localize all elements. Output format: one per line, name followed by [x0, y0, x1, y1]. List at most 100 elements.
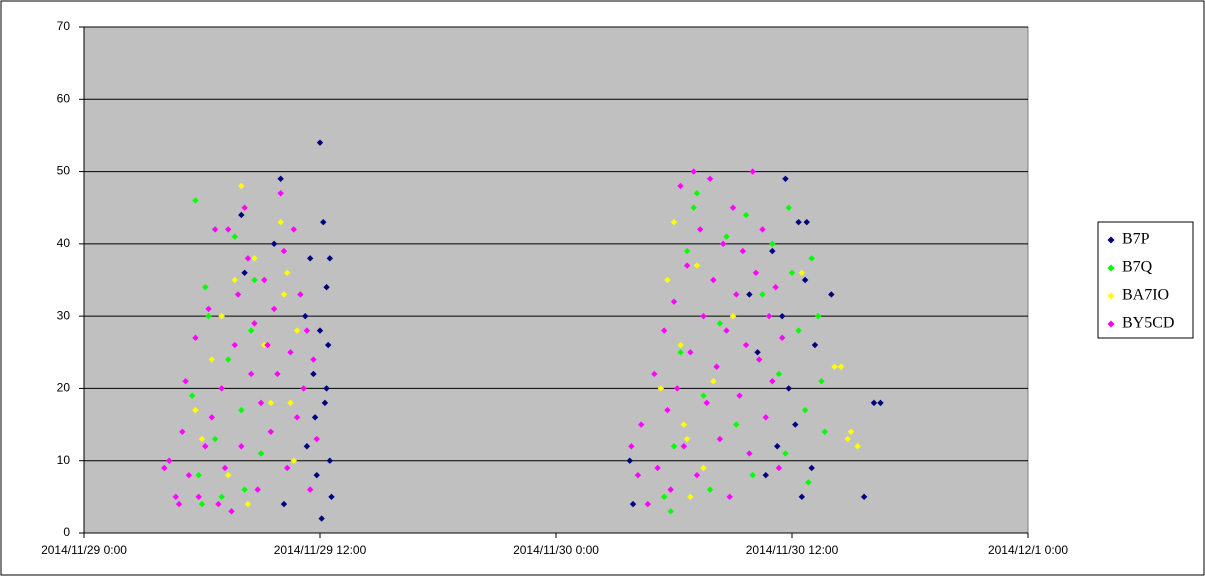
point: [815, 312, 822, 320]
point: [195, 493, 202, 501]
point: [302, 312, 309, 320]
point: [280, 500, 288, 508]
point: [320, 218, 327, 226]
point: [238, 211, 245, 219]
point: [664, 276, 671, 284]
point: [677, 349, 684, 356]
point: [723, 233, 730, 240]
point: [267, 428, 275, 435]
point: [798, 493, 806, 501]
point: [238, 182, 245, 190]
point: [218, 312, 225, 320]
point: [657, 385, 665, 392]
point: [785, 385, 792, 392]
point: [297, 291, 304, 298]
point: [161, 464, 168, 472]
point: [284, 269, 291, 276]
legend-label: B7P: [1122, 231, 1150, 248]
point: [313, 435, 320, 443]
point: [198, 500, 206, 508]
point: [670, 218, 678, 226]
axes: 0 10 20 30 40 50 60 70 2014/11/29 0:00 2014/11/29…: [41, 19, 1068, 557]
x-tick-label: 2014/12/1 0:00: [988, 543, 1068, 557]
point: [877, 399, 884, 407]
point: [192, 406, 199, 414]
point: [326, 255, 334, 262]
point: [660, 493, 668, 501]
point: [713, 363, 720, 370]
y-tick-label: 60: [57, 91, 71, 105]
point: [693, 471, 701, 479]
point: [166, 457, 173, 464]
point: [710, 276, 717, 284]
point: [218, 493, 225, 501]
point: [231, 276, 238, 284]
point: [626, 457, 633, 464]
point: [651, 370, 658, 378]
point: [667, 486, 674, 493]
point: [795, 218, 802, 226]
point: [306, 255, 314, 262]
point: [241, 486, 248, 493]
point: [774, 443, 781, 450]
point: [733, 291, 740, 298]
point: [778, 334, 786, 342]
point: [854, 443, 861, 450]
point: [303, 443, 311, 450]
point: [629, 500, 637, 508]
point: [762, 414, 769, 421]
point: [680, 443, 688, 450]
y-tick-label: 0: [63, 525, 70, 539]
point: [303, 327, 311, 334]
point: [670, 443, 678, 450]
point: [782, 175, 789, 182]
point: [241, 204, 248, 211]
point: [664, 406, 671, 414]
point: [270, 240, 278, 248]
point: [251, 320, 258, 327]
point: [218, 385, 225, 392]
point: [277, 190, 284, 197]
point: [729, 312, 737, 320]
point: [828, 291, 835, 298]
point: [808, 464, 815, 472]
point: [687, 493, 694, 501]
point: [742, 211, 750, 219]
y-tick-label: 40: [57, 236, 71, 250]
point: [231, 341, 238, 349]
point: [311, 414, 319, 421]
point: [769, 378, 776, 385]
point: [182, 378, 189, 385]
point: [844, 435, 851, 443]
point: [244, 255, 252, 262]
point: [733, 421, 740, 428]
point: [628, 443, 635, 450]
y-tick-label: 20: [57, 381, 71, 395]
x-tick-label: 2014/11/29 12:00: [274, 543, 367, 557]
x-tick-label: 2014/11/29 0:00: [41, 543, 127, 557]
legend-box: [1097, 221, 1194, 339]
point: [785, 204, 792, 211]
legend: B7P B7Q BA7IO BY5CD: [1107, 231, 1174, 332]
point: [769, 240, 776, 248]
y-tick-label: 70: [57, 19, 71, 33]
point: [683, 262, 691, 269]
point: [313, 471, 320, 479]
point: [321, 399, 329, 407]
point: [247, 370, 255, 378]
point: [316, 327, 324, 334]
point: [215, 500, 222, 508]
point: [290, 457, 297, 464]
point: [795, 327, 802, 334]
point: [674, 385, 681, 392]
points: [161, 139, 884, 522]
point: [752, 269, 760, 276]
point: [772, 284, 779, 291]
legend-marker: [1107, 264, 1115, 272]
point: [644, 500, 651, 508]
point: [700, 312, 707, 320]
point: [324, 341, 332, 349]
point: [290, 226, 297, 233]
point: [754, 349, 761, 356]
point: [274, 370, 281, 378]
